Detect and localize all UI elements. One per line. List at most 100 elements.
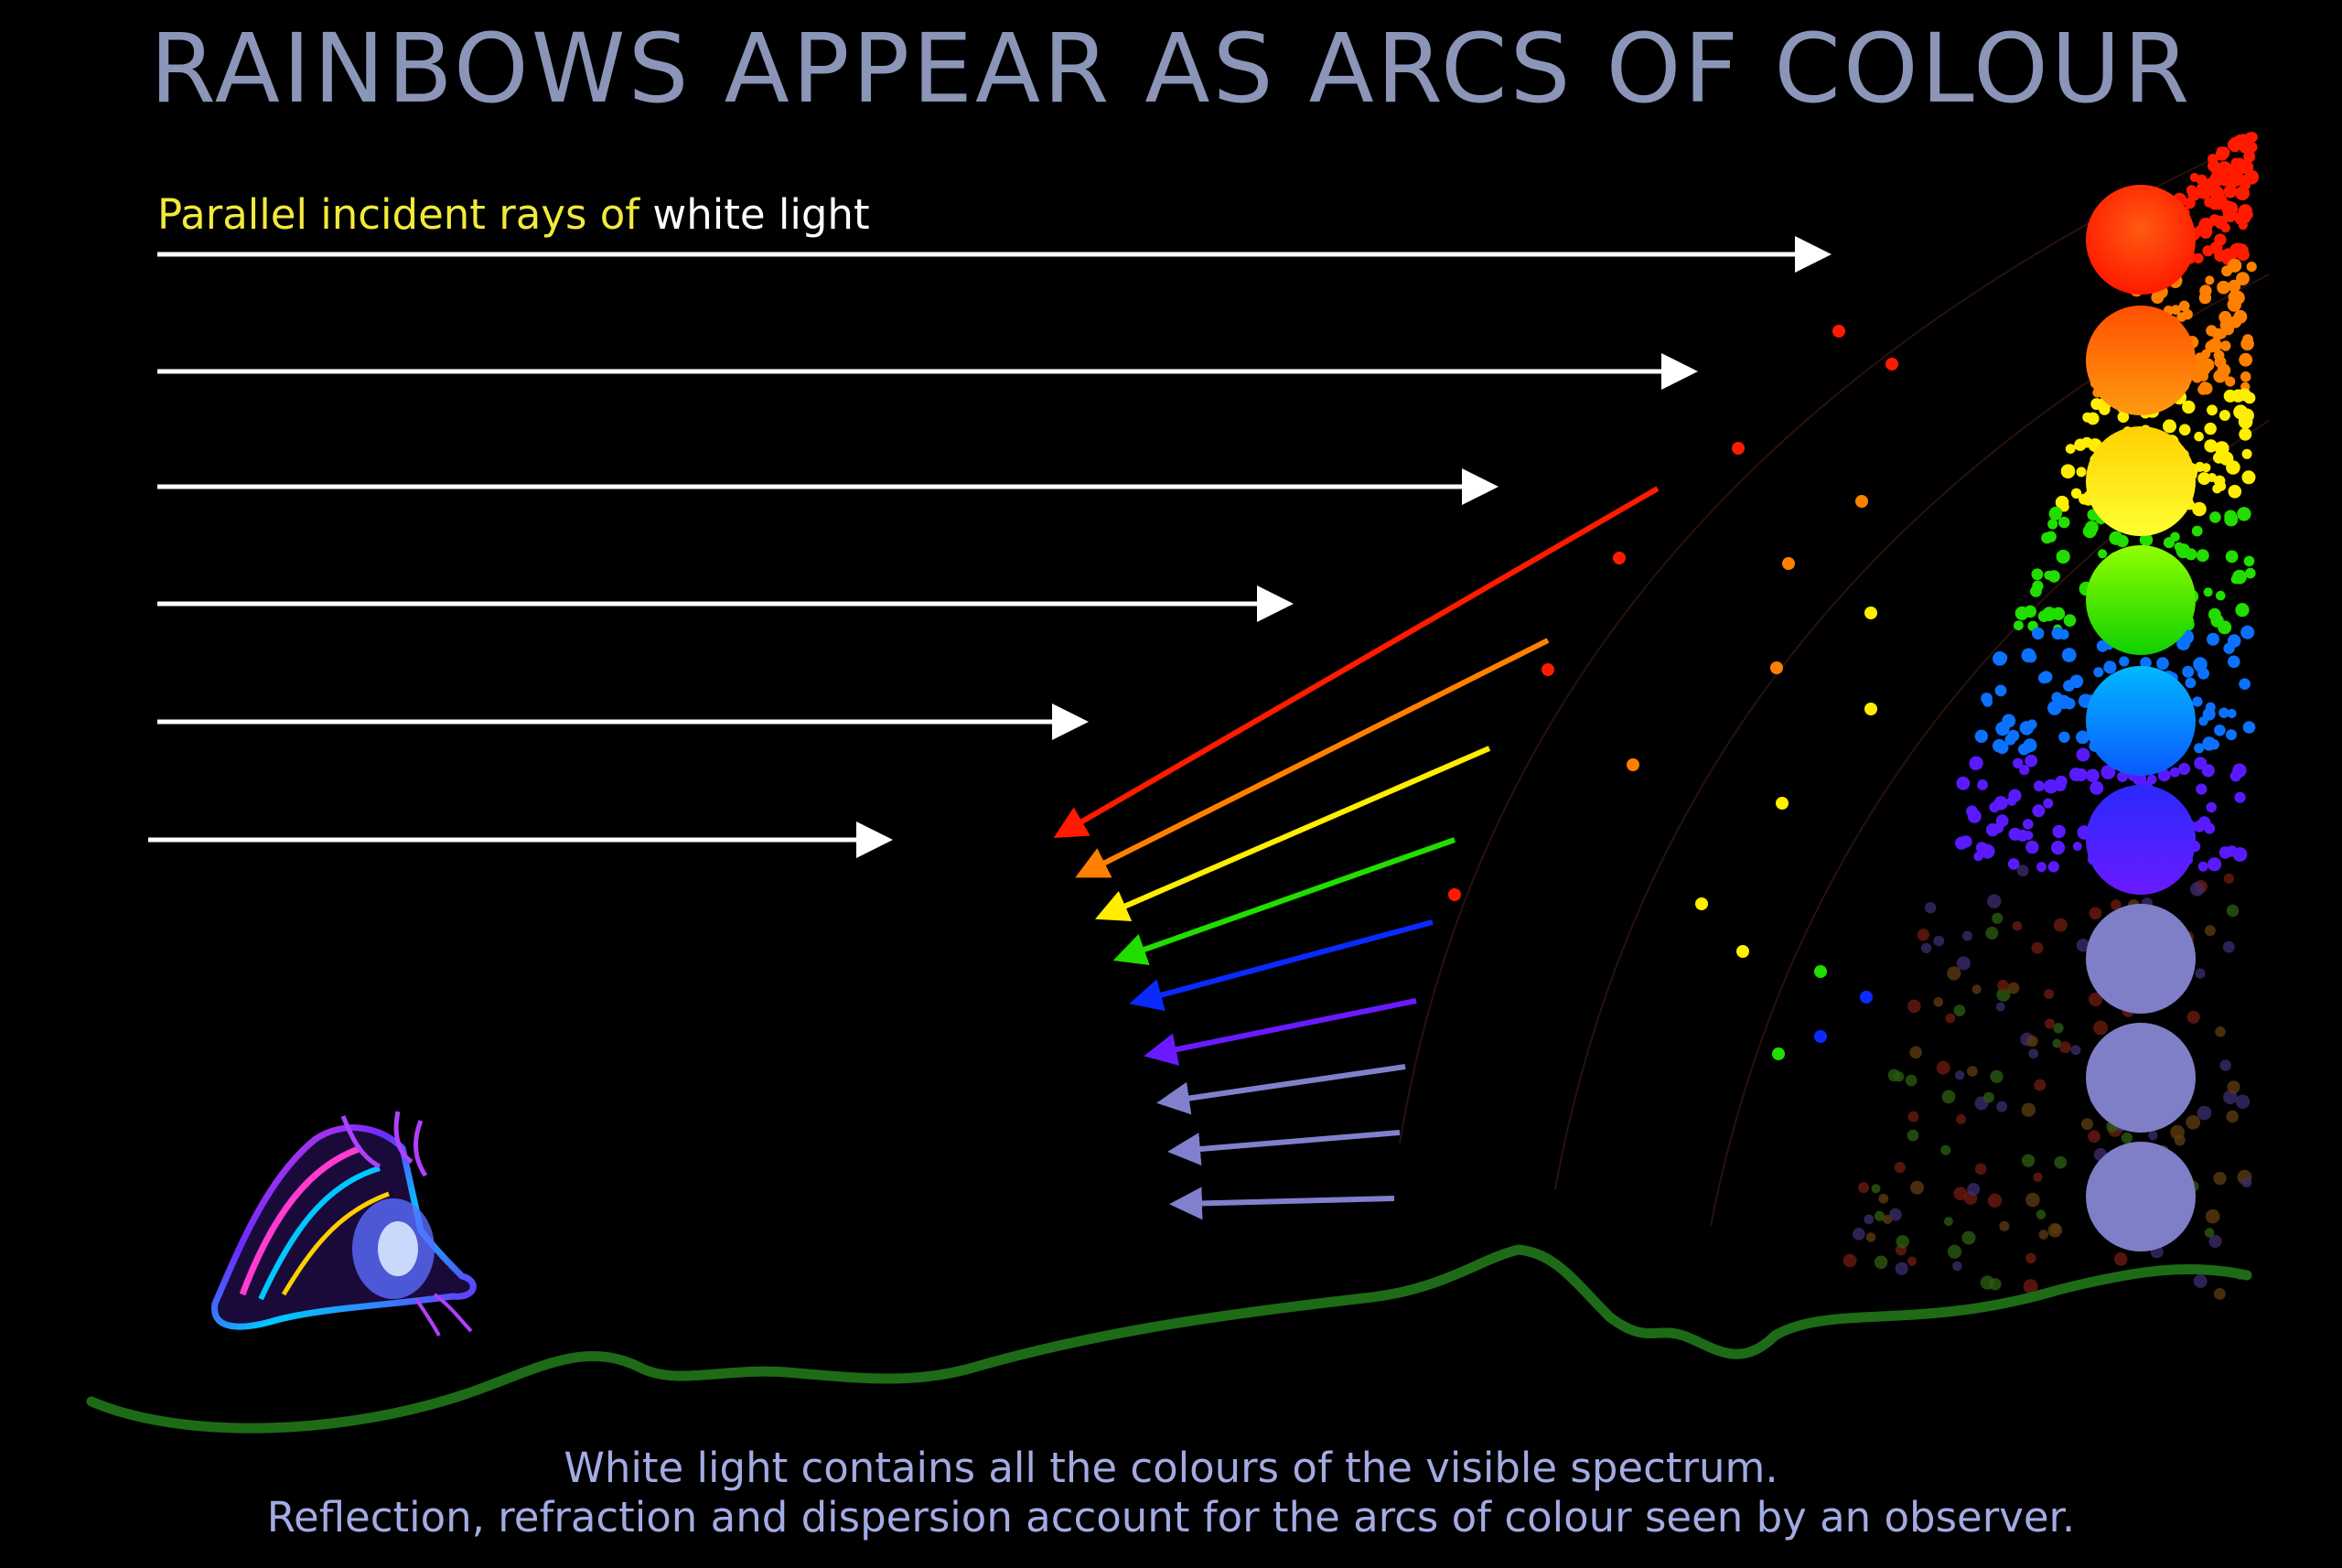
droplet-dot	[2023, 1279, 2038, 1294]
ray-blue	[1129, 919, 1434, 1012]
droplet-dot	[2194, 757, 2208, 770]
droplet-dot	[1953, 1187, 1968, 1201]
droplet-dot	[1956, 776, 1971, 790]
droplet-dot	[1941, 1090, 1956, 1104]
droplet-dot	[2045, 1018, 2056, 1029]
droplet-dot	[2201, 349, 2211, 359]
droplet-dot	[1770, 661, 1783, 674]
droplet-dot	[2233, 309, 2248, 324]
ray-red	[1053, 486, 1660, 839]
droplet-dot	[2218, 707, 2229, 718]
droplet-dot	[2229, 242, 2244, 258]
droplet-dot	[1907, 1111, 1919, 1122]
droplet-dot	[1855, 495, 1868, 508]
droplet-dot	[1996, 987, 2011, 1002]
droplet-dot	[2241, 470, 2256, 485]
droplet-dot	[2207, 404, 2218, 416]
spectrum-circle-blue	[2086, 666, 2196, 776]
droplet-dot	[1995, 741, 2009, 755]
droplet-dot	[2148, 1131, 2158, 1141]
droplet-dot	[2216, 328, 2227, 339]
droplet-dot	[2044, 989, 2055, 999]
droplet-dot	[1864, 1214, 1875, 1225]
droplet-dot	[2218, 371, 2229, 381]
droplet-dot	[1814, 1030, 1827, 1043]
droplet-dot	[1933, 997, 1944, 1007]
droplet-dot	[2242, 209, 2253, 220]
droplet-dot	[1888, 1208, 1902, 1221]
droplet-dot	[2060, 464, 2076, 478]
droplet-dot	[2214, 1288, 2226, 1300]
droplet-dot	[2022, 1154, 2036, 1167]
droplet-dot	[1909, 1046, 1922, 1059]
droplet-dot	[2016, 829, 2029, 842]
droplet-dot	[2193, 1273, 2208, 1288]
droplet-dot	[1864, 703, 1877, 715]
droplet-dot	[2197, 861, 2208, 872]
droplet-dot	[2081, 436, 2093, 448]
droplet-dot	[2242, 721, 2256, 734]
droplet-dot	[2030, 585, 2042, 597]
droplet-dot	[2139, 532, 2154, 547]
droplet-dot	[2209, 176, 2222, 188]
droplet-dot	[1985, 822, 2000, 837]
droplet-dot	[2228, 485, 2242, 499]
spectrum-circle-orange	[2086, 306, 2196, 415]
droplet-dot	[2047, 519, 2058, 530]
droplet-dot	[2226, 729, 2237, 741]
droplet-dot	[1961, 1230, 1976, 1245]
droplet-dot	[2219, 451, 2234, 466]
droplet-dot	[1987, 1193, 2003, 1208]
droplet-dot	[2121, 1132, 2133, 1144]
droplet-dot	[2226, 1110, 2239, 1123]
droplet-dot	[2085, 521, 2099, 534]
droplet-dot	[2014, 620, 2024, 631]
droplet-dot	[2197, 1105, 2212, 1121]
droplet-dot	[1858, 1182, 1869, 1194]
droplet-dot	[1967, 1183, 1981, 1197]
droplet-dot	[2240, 625, 2255, 639]
droplet-dot	[2196, 783, 2208, 795]
droplet-dot	[2239, 140, 2253, 154]
droplet-dot	[2042, 607, 2057, 622]
droplet-dot	[1966, 805, 1978, 818]
droplet-dot	[2012, 921, 2023, 931]
droplet-dot	[2222, 940, 2235, 953]
droplet-dot	[1874, 1210, 1885, 1221]
droplet-dot	[2176, 636, 2191, 650]
droplet-dot	[2025, 1192, 2040, 1208]
ray-orange	[1075, 638, 1550, 878]
droplet-dot	[2228, 655, 2240, 669]
ray-yellow	[1094, 746, 1491, 921]
droplet-dot	[2051, 841, 2066, 855]
droplet-dot	[2021, 1102, 2036, 1117]
spectrum-circle-faint	[2086, 904, 2196, 1014]
droplet-dot	[1992, 912, 2004, 924]
droplet-dot	[2053, 918, 2068, 932]
spectrum-circle-green	[2086, 545, 2196, 655]
droplet-dot	[2226, 904, 2240, 918]
spectrum-circle-faint	[2086, 1023, 2196, 1133]
droplet-dot	[1896, 1235, 1909, 1249]
droplet-dot	[2178, 424, 2191, 436]
incident-rays-label: Parallel incident rays of white light	[157, 190, 870, 239]
droplet-dot	[2182, 665, 2195, 678]
droplet-dot	[2170, 305, 2181, 315]
droplet-dot	[1995, 1002, 2005, 1012]
droplet-dot	[1995, 721, 2010, 736]
droplet-dot	[1994, 684, 2007, 697]
droplet-dot	[2204, 822, 2216, 834]
incident-rays	[148, 236, 1832, 858]
droplet-dot	[1953, 1004, 1966, 1016]
droplet-dot	[2214, 725, 2226, 736]
droplet-dot	[2088, 1130, 2100, 1144]
refracted-rays	[1053, 486, 1660, 1220]
droplet-dot	[2224, 512, 2239, 527]
droplet-dot	[2031, 941, 2044, 954]
droplet-dot	[2026, 1035, 2038, 1047]
droplet-dot	[2203, 587, 2213, 597]
droplet-dot	[1853, 1228, 1865, 1240]
droplet-dot	[1993, 796, 2008, 811]
droplet-dot	[2025, 840, 2039, 854]
